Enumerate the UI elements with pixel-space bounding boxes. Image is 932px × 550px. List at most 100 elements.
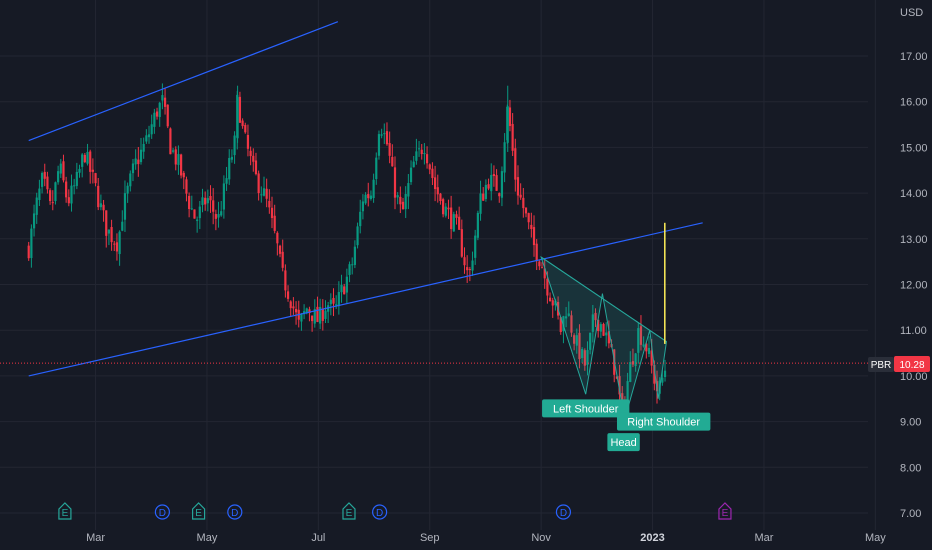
x-tick-label: May [197, 532, 218, 544]
last-price-badge-bg [894, 356, 930, 372]
event-marker-letter: D [376, 508, 383, 519]
candle [519, 183, 522, 200]
candle [663, 359, 667, 382]
candle [89, 149, 92, 184]
y-axis[interactable]: USD 7.00 8.00 9.00 10.00 11.00 12.00 13.00 14.0… [900, 7, 928, 520]
candle [431, 162, 434, 185]
candle [321, 299, 324, 331]
candle [377, 130, 381, 160]
candle [102, 199, 105, 222]
pattern-label-bg [542, 399, 630, 418]
candle [567, 301, 570, 317]
candle [249, 146, 252, 166]
candle [409, 160, 413, 185]
y-tick-label: 14.00 [900, 188, 928, 200]
candle [642, 336, 645, 348]
x-tick-label: Jul [311, 532, 325, 544]
candle [276, 231, 279, 256]
x-axis[interactable]: Mar May Jul Sep Nov 2023 Mar May [86, 532, 886, 544]
candle [107, 229, 111, 246]
earnings-marker[interactable]: E [718, 502, 732, 520]
candle [388, 131, 391, 164]
candle [131, 158, 135, 182]
candle [196, 216, 199, 233]
dividend-marker[interactable]: D [154, 504, 170, 520]
candle [645, 342, 648, 359]
candle [527, 212, 530, 230]
candle [551, 297, 554, 318]
neckline[interactable] [540, 256, 667, 343]
candle [139, 137, 143, 165]
pattern-outline[interactable] [540, 255, 668, 420]
dividend-marker[interactable]: D [227, 504, 243, 520]
x-tick-label: Mar [754, 532, 773, 544]
dividend-marker[interactable]: D [555, 504, 572, 520]
candle [514, 138, 517, 192]
candle [185, 176, 188, 202]
candle [594, 308, 597, 327]
y-tick-label: 12.00 [900, 280, 928, 292]
candle [436, 174, 439, 203]
candle [244, 122, 247, 134]
candle [81, 153, 84, 178]
candle [220, 200, 223, 217]
lower-channel[interactable] [28, 222, 703, 377]
candle [209, 185, 212, 213]
x-tick-label: Nov [531, 532, 551, 544]
x-tick-label: Sep [420, 532, 440, 544]
candle [30, 224, 33, 268]
upper-channel[interactable] [28, 21, 339, 142]
pattern-labels: Left Shoulder Head Right Shoulder [542, 399, 711, 452]
candle [468, 266, 471, 282]
candle [372, 173, 375, 203]
candle [417, 141, 421, 157]
candle [340, 274, 343, 303]
y-tick-label: 11.00 [900, 325, 927, 337]
candle [444, 203, 447, 218]
x-tick-label: 2023 [640, 532, 664, 544]
symbol-badge-bg [868, 357, 894, 372]
candle [94, 172, 97, 187]
candle [308, 306, 311, 322]
earnings-marker[interactable]: E [342, 502, 356, 520]
candle [404, 186, 407, 219]
y-tick-label: 8.00 [900, 462, 921, 474]
drawings [0, 21, 868, 420]
candle [607, 320, 610, 349]
candle [46, 171, 49, 194]
earnings-marker[interactable]: E [58, 502, 72, 520]
candle [639, 315, 643, 351]
candle [573, 333, 576, 351]
candle [236, 85, 239, 143]
candle [583, 348, 586, 371]
candle [198, 200, 201, 230]
earnings-marker[interactable]: E [191, 502, 206, 520]
candle [484, 179, 487, 202]
candle [471, 251, 474, 276]
candle [65, 176, 68, 203]
candle [618, 364, 621, 405]
candle [27, 241, 30, 261]
candle [284, 264, 287, 298]
candle [292, 297, 295, 315]
candle [319, 298, 322, 330]
candle [118, 230, 121, 266]
y-tick-label: 17.00 [900, 51, 928, 63]
candle [86, 143, 89, 166]
candle [439, 192, 442, 205]
candle [254, 152, 258, 176]
candle [313, 299, 316, 328]
candle [262, 176, 266, 197]
candle [423, 143, 426, 165]
event-marker-letter: E [195, 508, 202, 519]
candle [62, 154, 65, 183]
candle [32, 204, 36, 237]
dividend-marker[interactable]: D [372, 504, 388, 520]
candle [260, 186, 263, 203]
candle [407, 174, 410, 210]
candle [586, 341, 589, 376]
candle [174, 146, 177, 171]
